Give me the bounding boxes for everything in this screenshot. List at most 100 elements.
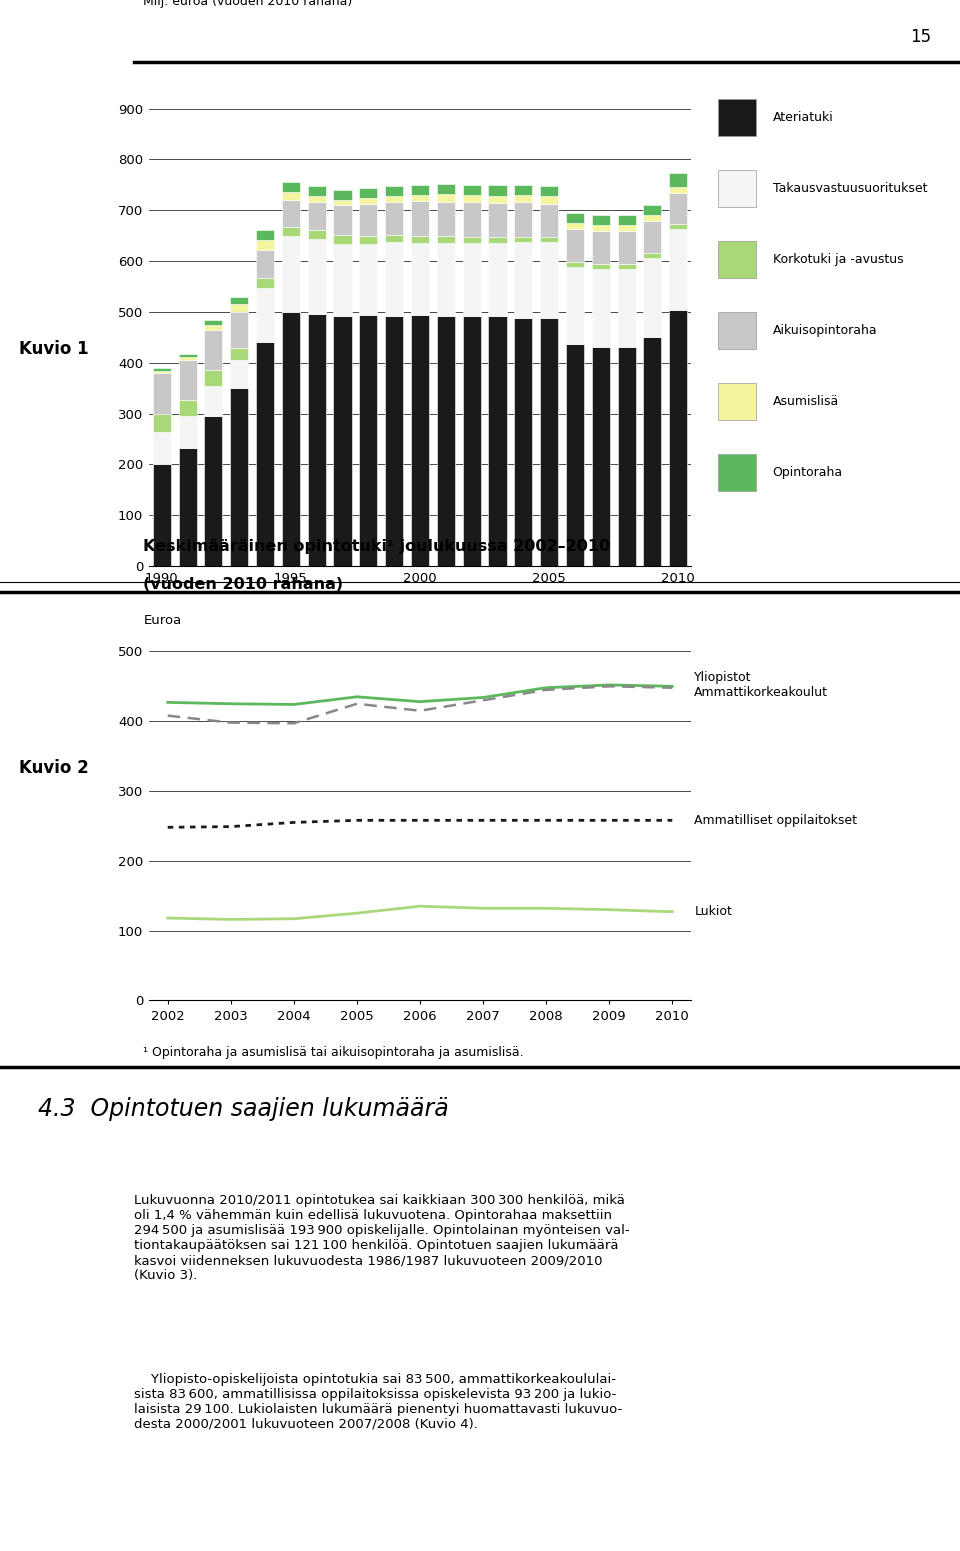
Bar: [411, 244, 429, 315]
Bar: [230, 312, 249, 347]
Bar: [153, 414, 171, 433]
Bar: [437, 202, 455, 236]
Bar: [591, 231, 610, 264]
Bar: [566, 212, 584, 223]
Bar: [333, 189, 351, 200]
Bar: [307, 239, 325, 315]
Bar: [643, 222, 661, 253]
Bar: [540, 203, 558, 237]
Bar: [204, 416, 223, 566]
Text: Opintoraha: Opintoraha: [773, 465, 843, 479]
Bar: [463, 195, 481, 202]
Bar: [204, 320, 223, 324]
Bar: [669, 230, 687, 310]
Bar: [437, 194, 455, 202]
Bar: [256, 287, 274, 343]
Bar: [256, 250, 274, 278]
Text: Yliopisto-opiskelijoista opintotukia sai 83 500, ammattikorkeakoululai-
sista 83: Yliopisto-opiskelijoista opintotukia sai…: [134, 1373, 623, 1430]
Bar: [515, 237, 533, 242]
Bar: [669, 223, 687, 230]
Bar: [385, 202, 403, 236]
Text: Korkotuki ja -avustus: Korkotuki ja -avustus: [773, 253, 903, 267]
Bar: [411, 202, 429, 236]
Text: Euroa: Euroa: [143, 614, 181, 627]
Bar: [411, 236, 429, 244]
Bar: [153, 371, 171, 374]
Bar: [307, 230, 325, 239]
Bar: [359, 188, 377, 199]
Bar: [540, 242, 558, 318]
Bar: [411, 195, 429, 202]
Text: Aikuisopintoraha: Aikuisopintoraha: [773, 324, 877, 337]
Bar: [617, 264, 636, 270]
Text: Takausvastuusuoritukset: Takausvastuusuoritukset: [773, 181, 927, 195]
FancyBboxPatch shape: [718, 454, 756, 490]
Bar: [617, 231, 636, 264]
Bar: [333, 200, 351, 205]
Bar: [411, 315, 429, 566]
Bar: [489, 316, 507, 566]
Bar: [437, 244, 455, 316]
Bar: [230, 296, 249, 304]
Text: Ammatilliset oppilaitokset: Ammatilliset oppilaitokset: [694, 814, 857, 827]
Bar: [179, 360, 197, 400]
Bar: [566, 262, 584, 267]
Bar: [463, 202, 481, 237]
Bar: [256, 343, 274, 566]
Bar: [282, 226, 300, 236]
Bar: [359, 199, 377, 205]
Bar: [230, 304, 249, 312]
Bar: [463, 185, 481, 195]
Bar: [385, 316, 403, 566]
Text: Kuvio 1: Kuvio 1: [19, 340, 89, 358]
Bar: [566, 344, 584, 566]
Bar: [179, 357, 197, 360]
Text: Lukiot: Lukiot: [694, 906, 732, 918]
Bar: [489, 203, 507, 237]
Bar: [437, 185, 455, 194]
Bar: [385, 195, 403, 202]
Bar: [437, 236, 455, 244]
Text: Asumislisä: Asumislisä: [773, 396, 839, 408]
Bar: [282, 236, 300, 312]
Bar: [385, 186, 403, 195]
Bar: [230, 347, 249, 360]
Bar: [179, 416, 197, 448]
Bar: [643, 253, 661, 257]
Bar: [617, 216, 636, 225]
Bar: [515, 242, 533, 318]
Bar: [153, 374, 171, 414]
Bar: [204, 386, 223, 416]
Bar: [256, 240, 274, 250]
Bar: [282, 183, 300, 192]
Bar: [489, 237, 507, 244]
Bar: [643, 205, 661, 216]
Bar: [515, 195, 533, 202]
Bar: [179, 354, 197, 357]
Bar: [489, 195, 507, 203]
Bar: [230, 360, 249, 388]
Bar: [463, 237, 481, 244]
Bar: [540, 318, 558, 566]
Bar: [359, 245, 377, 315]
Bar: [256, 230, 274, 240]
Bar: [204, 330, 223, 371]
Bar: [669, 174, 687, 188]
Bar: [566, 267, 584, 344]
Bar: [153, 433, 171, 464]
Bar: [256, 278, 274, 287]
Bar: [179, 400, 197, 416]
Bar: [669, 194, 687, 223]
Bar: [204, 371, 223, 386]
FancyBboxPatch shape: [718, 242, 756, 278]
Bar: [385, 242, 403, 316]
Bar: [515, 202, 533, 237]
Bar: [179, 448, 197, 566]
Bar: [153, 464, 171, 566]
FancyBboxPatch shape: [718, 171, 756, 206]
Bar: [669, 188, 687, 194]
Text: Lukuvuonna 2010/2011 opintotukea sai kaikkiaan 300 300 henkilöä, mikä
oli 1,4 % : Lukuvuonna 2010/2011 opintotukea sai kai…: [134, 1194, 630, 1283]
Bar: [515, 185, 533, 195]
Bar: [359, 205, 377, 236]
Bar: [153, 368, 171, 371]
